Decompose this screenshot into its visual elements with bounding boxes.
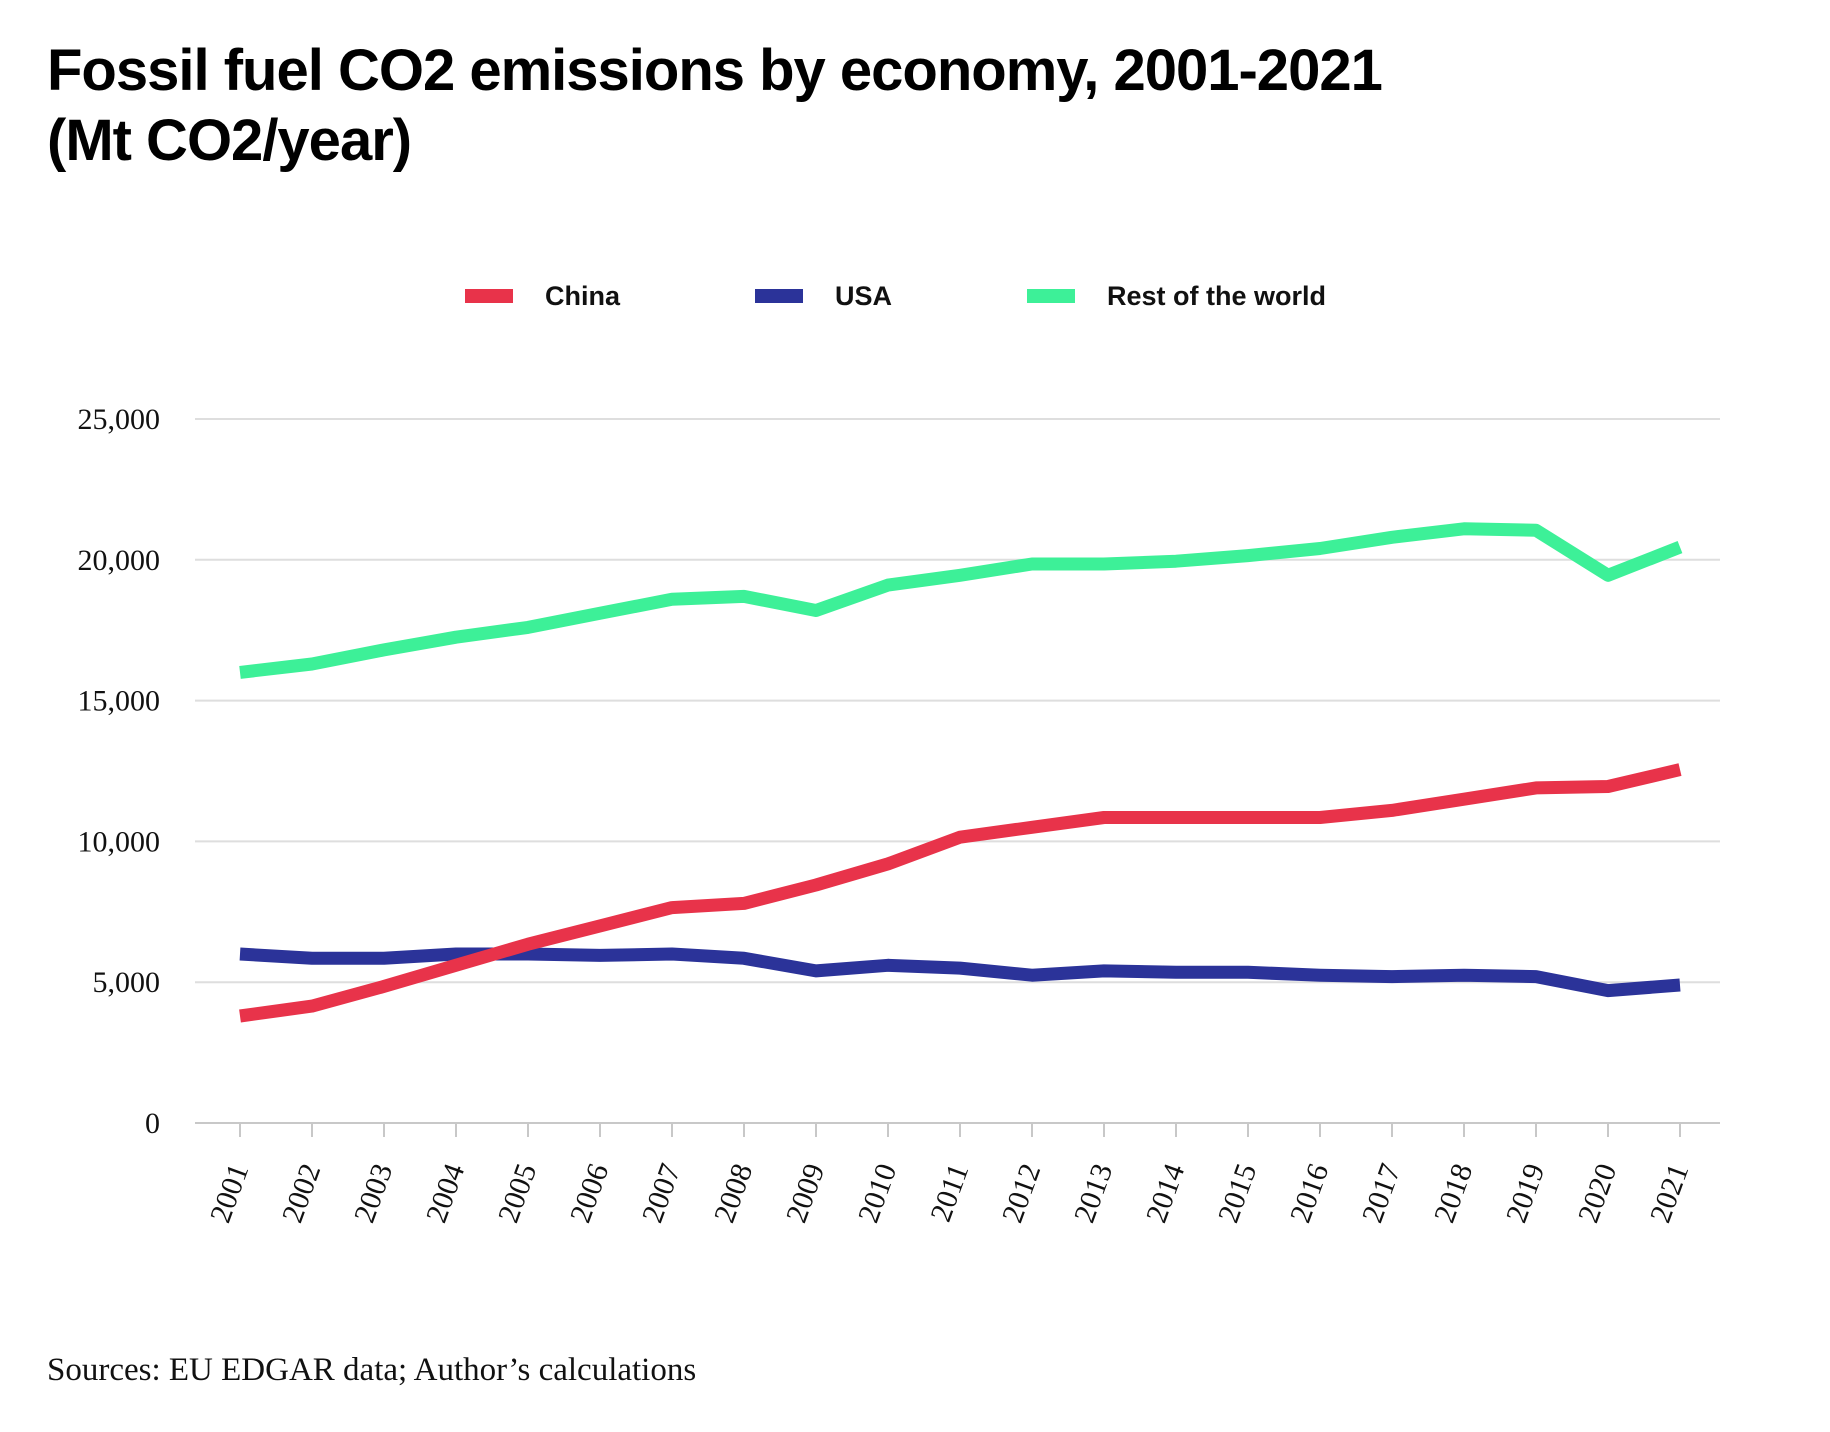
legend: China USA Rest of the world [0, 278, 1830, 314]
source-note: Sources: EU EDGAR data; Author’s calcula… [47, 1352, 697, 1388]
y-tick-label: 15,000 [78, 685, 161, 718]
x-tick-label: 2018 [1428, 1159, 1480, 1227]
x-tick-label: 2016 [1284, 1159, 1336, 1227]
chart-title-line-2: (Mt CO2/year) [47, 108, 412, 173]
legend-item-rest-of-world: Rest of the world [1027, 278, 1326, 314]
x-tick-label: 2010 [852, 1159, 904, 1227]
x-tick-label: 2015 [1212, 1159, 1264, 1227]
x-tick-label: 2012 [996, 1159, 1048, 1227]
x-tick-label: 2011 [924, 1159, 975, 1226]
x-tick-label: 2004 [420, 1159, 472, 1227]
x-tick-label: 2003 [348, 1159, 400, 1227]
y-tick-label: 0 [145, 1107, 160, 1140]
x-tick-label: 2020 [1572, 1159, 1624, 1227]
x-tick-label: 2017 [1356, 1159, 1408, 1227]
legend-item-usa: USA [755, 278, 892, 314]
x-tick-label: 2009 [780, 1159, 832, 1227]
y-tick-label: 20,000 [78, 544, 161, 577]
x-tick-label: 2008 [708, 1159, 760, 1227]
y-tick-label: 5,000 [93, 966, 161, 999]
legend-label-rest-of-world: Rest of the world [1107, 280, 1327, 311]
x-tick-label: 2013 [1068, 1159, 1120, 1227]
legend-swatch-usa [755, 289, 803, 303]
x-tick-label: 2019 [1500, 1159, 1552, 1227]
x-tick-label: 2014 [1140, 1159, 1192, 1227]
series-lines [239, 522, 1683, 1023]
legend-label-china: China [545, 280, 621, 311]
legend-item-china: China [465, 278, 620, 314]
x-tick-label: 2001 [204, 1159, 256, 1227]
y-tick-label: 10,000 [78, 825, 161, 858]
series-line-china [239, 763, 1682, 1023]
x-tick-label: 2006 [564, 1159, 616, 1227]
chart-title: Fossil fuel CO2 emissions by economy, 20… [47, 36, 1747, 176]
x-tick-label: 2005 [492, 1159, 544, 1227]
chart-title-line-1: Fossil fuel CO2 emissions by economy, 20… [47, 38, 1383, 103]
legend-label-usa: USA [835, 280, 893, 311]
series-line-rest-of-world [239, 522, 1683, 679]
x-tick-label: 2002 [276, 1159, 328, 1227]
y-tick-label: 25,000 [78, 403, 161, 436]
x-tick-label: 2007 [636, 1159, 688, 1227]
legend-swatch-china [465, 289, 513, 303]
x-tick-label: 2021 [1644, 1159, 1696, 1227]
gridlines [195, 418, 1720, 1124]
legend-swatch-rest-of-world [1027, 289, 1075, 303]
line-chart: 0 5,000 10,000 15,000 20,000 25,000 2001 2002 20… [78, 403, 1720, 1227]
